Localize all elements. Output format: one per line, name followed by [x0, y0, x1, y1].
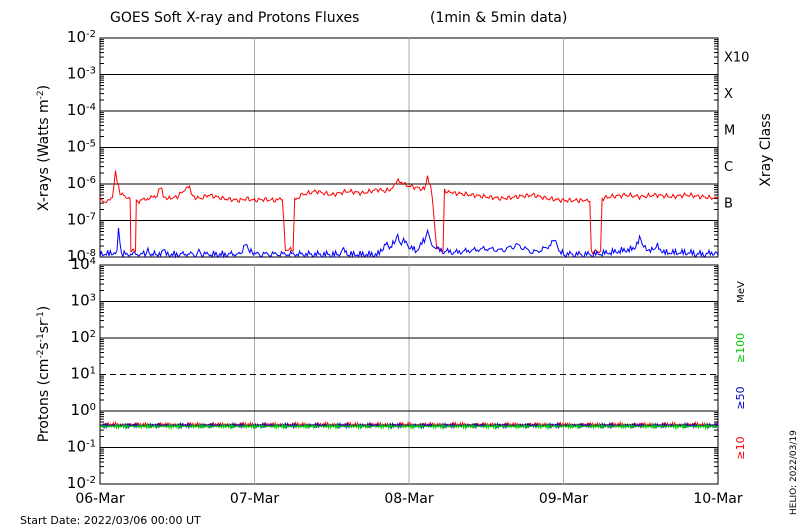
y-tick-label: 104 — [71, 255, 96, 273]
xray-series — [99, 170, 719, 259]
protons-legend-100: ≥100 — [734, 333, 747, 363]
x-tick-label: 06-Mar — [75, 491, 125, 507]
x-tick-label: 07-Mar — [230, 491, 280, 507]
xray-y-ticks: 10-8 10-7 10-6 10-5 10-4 10-3 10-2 — [67, 28, 718, 265]
protons-y-ticks: 10-2 10-1 100 101 102 103 104 — [67, 255, 718, 492]
xray-flux-line — [99, 170, 719, 255]
protons-grid — [100, 265, 718, 484]
start-date-label: Start Date: 2022/03/06 00:00 UT — [20, 514, 201, 527]
proton-flux-line — [99, 422, 719, 431]
xray-class-label: C — [724, 160, 733, 175]
xray-y-axis-label: X-rays (Watts m-2) — [36, 85, 52, 211]
y-tick-label: 10-2 — [67, 28, 96, 46]
y-tick-label: 10-6 — [67, 174, 96, 192]
chart-subtitle: (1min & 5min data) — [430, 10, 567, 26]
x-tick-label: 10-Mar — [693, 491, 743, 507]
y-tick-label: 10-7 — [67, 211, 96, 229]
y-tick-label: 100 — [71, 401, 96, 419]
xray-class-label: X10 — [724, 50, 749, 65]
xray-class-label: X — [724, 87, 733, 102]
y-tick-label: 10-1 — [67, 438, 96, 456]
y-tick-label: 10-3 — [67, 65, 96, 83]
x-tick-label: 09-Mar — [539, 491, 589, 507]
protons-unit-label: MeV — [736, 281, 747, 303]
y-tick-label: 10-4 — [67, 101, 96, 119]
y-tick-label: 10-8 — [67, 247, 96, 265]
xray-class-labels: B C M X X10 — [724, 50, 749, 211]
xray-grid — [100, 38, 718, 257]
protons-series — [99, 420, 719, 431]
xray-panel: 10-8 10-7 10-6 10-5 10-4 10-3 10-2 B C M X X10 X-r… — [36, 28, 774, 265]
xray-class-label: M — [724, 123, 735, 138]
x-tick-label: 08-Mar — [384, 491, 434, 507]
protons-legend-50: ≥50 — [734, 386, 747, 409]
y-tick-label: 101 — [71, 365, 96, 383]
y-tick-label: 10-5 — [67, 138, 96, 156]
y-tick-label: 10-2 — [67, 474, 96, 492]
helio-credit: HELIO: 2022/03/19 — [789, 430, 799, 515]
protons-legend-10: ≥10 — [734, 436, 747, 459]
protons-y-axis-label: Protons (cm-2s-1sr-1) — [36, 306, 52, 442]
chart-title: GOES Soft X-ray and Protons Fluxes — [110, 10, 359, 26]
xray-class-axis-label: Xray Class — [758, 113, 774, 187]
xray-class-label: B — [724, 196, 733, 211]
xray-flux-line — [99, 227, 719, 259]
protons-panel: 10-2 10-1 100 101 102 103 104 Protons (cm-2s-1… — [36, 255, 747, 492]
y-tick-label: 102 — [71, 328, 96, 346]
y-tick-label: 103 — [71, 292, 96, 310]
x-axis-tick-labels: 06-Mar 07-Mar 08-Mar 09-Mar 10-Mar — [75, 491, 743, 507]
